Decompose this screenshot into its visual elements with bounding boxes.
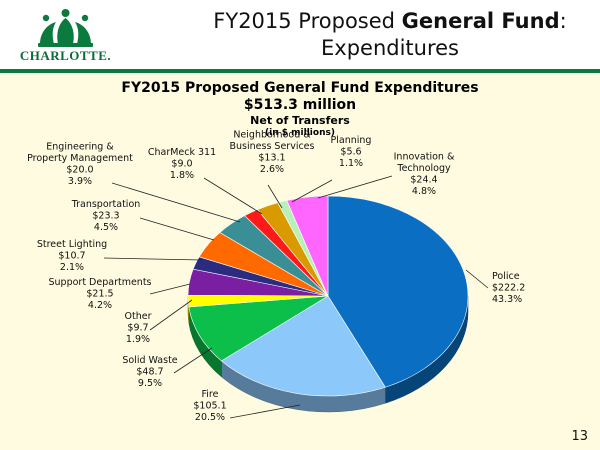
slice-label-line: 1.9%: [126, 334, 150, 345]
leader-line: [111, 182, 241, 223]
slice-label-line: $10.7: [58, 251, 85, 262]
slice-label-line: $105.1: [193, 401, 226, 412]
pie-slice-solid-waste: [188, 295, 329, 362]
slide-title: FY2015 Proposed General Fund: Expenditur…: [200, 8, 580, 62]
slice-label-line: $9.7: [127, 323, 148, 334]
slide-title-suffix: :: [559, 9, 567, 33]
leader-line: [149, 299, 193, 331]
slice-label-line: $5.6: [340, 147, 361, 158]
leader-line: [267, 184, 283, 209]
slice-label-line: 4.2%: [88, 300, 112, 311]
leader-line: [149, 283, 191, 295]
leader-line: [291, 179, 333, 203]
slice-label: Innovation & Technology $24.4 4.8%: [394, 152, 455, 198]
slice-label: Fire $105.1 20.5%: [193, 389, 226, 423]
slice-label-line: Police: [492, 271, 520, 282]
slice-label-line: Engineering &: [46, 142, 114, 153]
slide-title-bold: General Fund: [401, 9, 560, 33]
slice-label: CharMeck 311 $9.0 1.8%: [148, 147, 216, 181]
slice-label-line: 9.5%: [138, 378, 162, 389]
slice-label-line: Planning: [331, 135, 372, 146]
slice-label-line: Innovation &: [394, 152, 455, 163]
slice-label-line: Fire: [202, 389, 219, 400]
slice-label-line: 20.5%: [195, 412, 225, 423]
slice-label: Engineering & Property Management $20.0 3.9…: [27, 142, 133, 188]
slide-title-prefix: FY2015 Proposed: [213, 9, 402, 33]
slice-label-line: 2.6%: [260, 164, 284, 175]
slice-label-line: 2.1%: [60, 262, 84, 273]
leader-line: [139, 217, 215, 241]
slice-label: Planning $5.6 1.1%: [331, 135, 372, 169]
slice-label-line: 4.5%: [94, 222, 118, 233]
slice-label-line: Solid Waste: [122, 355, 177, 366]
slice-label-line: Technology: [396, 163, 451, 174]
chart-units-note: (in $ millions): [265, 128, 335, 138]
pie-slice-fire: [220, 295, 386, 397]
slice-label-line: 4.8%: [412, 186, 436, 197]
slice-label-line: Other: [125, 311, 152, 322]
leader-line: [465, 269, 489, 289]
pie-slice-innovation-technology: [286, 195, 329, 297]
slice-label: Street Lighting $10.7 2.1%: [37, 239, 107, 273]
pie-slice-police: [327, 195, 469, 388]
slice-label: Transportation $23.3 4.5%: [71, 199, 141, 233]
chart-total: $513.3 million: [243, 97, 357, 113]
header-divider: [0, 69, 600, 73]
leader-line: [229, 404, 301, 419]
slice-label: Support Departments $21.5 4.2%: [48, 277, 151, 311]
charlotte-logo: CHARLOTTE.: [18, 8, 113, 68]
slice-label-line: Property Management: [27, 153, 133, 164]
slice-label-line: 3.9%: [68, 176, 92, 187]
chart-subtitle: Net of Transfers: [250, 114, 350, 127]
slice-label-line: $13.1: [258, 153, 285, 164]
slice-label-line: $48.7: [136, 367, 163, 378]
slice-label: Neighborhood & Business Services $13.1 2.6%: [230, 130, 315, 176]
slide-header: CHARLOTTE. FY2015 Proposed General Fund:…: [0, 0, 600, 72]
slice-label-line: 1.1%: [339, 158, 363, 169]
slice-label-line: $222.2: [492, 283, 525, 294]
slice-label-line: 1.8%: [170, 170, 194, 181]
crown-icon: [38, 9, 93, 47]
page-number: 13: [571, 429, 588, 444]
leader-line: [203, 177, 263, 215]
slice-label-line: 43.3%: [492, 294, 522, 305]
slice-label-line: CharMeck 311: [148, 147, 216, 158]
slice-label-line: Neighborhood &: [233, 130, 311, 141]
slice-label: Other $9.7 1.9%: [125, 311, 152, 345]
slice-label-line: $20.0: [66, 165, 93, 176]
slice-label-line: $24.4: [410, 175, 437, 186]
slide-title-line2: Expenditures: [321, 36, 459, 60]
leader-line: [173, 347, 213, 374]
slice-label-line: $21.5: [86, 289, 113, 300]
slice-label-line: Support Departments: [48, 277, 151, 288]
leader-line: [103, 257, 203, 261]
slice-label: Solid Waste $48.7 9.5%: [122, 355, 177, 389]
logo-text: CHARLOTTE.: [19, 48, 112, 63]
chart-title: FY2015 Proposed General Fund Expenditure…: [121, 80, 479, 96]
leader-line: [317, 175, 393, 199]
slice-label-line: Street Lighting: [37, 239, 107, 250]
slice-label: Police $222.2 43.3%: [492, 271, 525, 305]
slice-label-line: Business Services: [230, 141, 315, 152]
slice-label-line: $9.0: [171, 159, 192, 170]
slice-label-line: $23.3: [92, 211, 119, 222]
slice-label-line: Transportation: [71, 199, 141, 210]
